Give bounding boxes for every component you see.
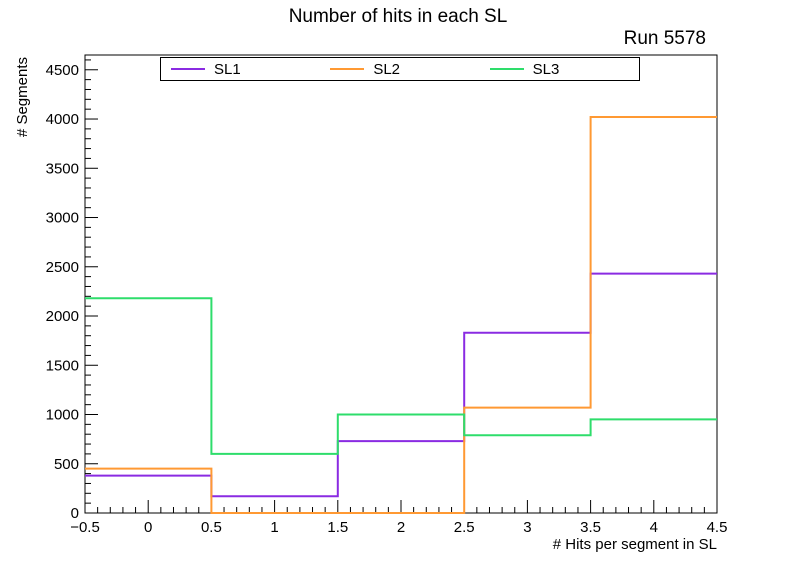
- y-tick-label: 1000: [46, 407, 79, 424]
- y-tick-label: 0: [71, 505, 79, 522]
- y-tick-label: 4500: [46, 62, 79, 79]
- y-tick-label: 1500: [46, 357, 79, 374]
- run-label: Run 5578: [623, 28, 706, 49]
- legend-line-sl3: [489, 68, 524, 70]
- x-tick-label: −0.5: [70, 519, 100, 536]
- legend-entry-sl1: SL1: [161, 58, 320, 80]
- y-tick-label: 2000: [46, 308, 79, 325]
- y-axis-title: # Segments: [14, 57, 31, 137]
- y-tick-label: 3500: [46, 160, 79, 177]
- y-tick-label: 500: [54, 456, 79, 473]
- x-tick-label: 2.5: [454, 519, 475, 536]
- chart-title: Number of hits in each SL: [288, 6, 508, 27]
- legend-entry-sl2: SL2: [320, 58, 479, 80]
- x-axis-title: # Hits per segment in SL: [553, 536, 717, 553]
- x-tick-label: 3.5: [580, 519, 601, 536]
- legend-label-sl1: SL1: [214, 60, 241, 78]
- y-tick-label: 2500: [46, 259, 79, 276]
- x-tick-label: 0: [144, 519, 152, 536]
- legend-line-sl2: [330, 68, 365, 70]
- y-tick-label: 3000: [46, 210, 79, 227]
- hist-line-sl2: [85, 116, 717, 514]
- x-tick-label: 0.5: [201, 519, 222, 536]
- x-tick-label: 2: [397, 519, 405, 536]
- chart-layer: −0.5 0 0.5 1 1.5 2 2.5 3 3.5 4 4.50500100015002000…: [46, 54, 728, 536]
- legend-entry-sl3: SL3: [480, 58, 639, 80]
- legend-label-sl3: SL3: [532, 60, 560, 78]
- x-tick-label: 1.5: [327, 519, 348, 536]
- legend-label-sl2: SL2: [373, 60, 401, 78]
- x-tick-label: 3: [523, 519, 531, 536]
- y-tick-label: 4000: [46, 111, 79, 128]
- x-tick-label: 1: [270, 519, 278, 536]
- hist-line-sl1: [85, 272, 717, 498]
- x-tick-label: 4.5: [707, 519, 728, 536]
- hist-line-sl3: [85, 297, 717, 455]
- legend-line-sl1: [171, 68, 205, 70]
- plot-frame: [84, 54, 718, 514]
- legend: SL1 SL2 SL3: [160, 57, 640, 81]
- x-tick-label: 4: [650, 519, 658, 536]
